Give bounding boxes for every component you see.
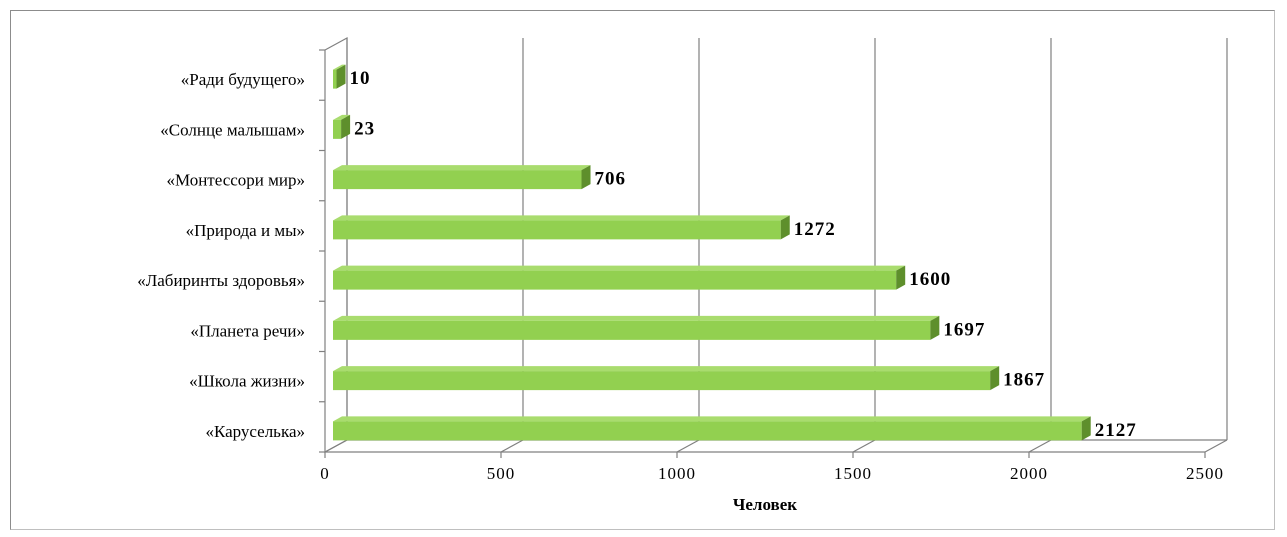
bar-front-face: [333, 69, 337, 89]
category-labels: «Каруселька» «Школа жизни» «Планета речи» «…: [137, 70, 305, 441]
value-labels: 2127 1867 1697 1600 1272 706 23 10: [350, 68, 1137, 441]
floor-gridline: [676, 439, 700, 453]
category-label: «Школа жизни»: [189, 372, 305, 391]
bar-side-face: [1081, 416, 1091, 441]
x-tick-label: 2500: [1186, 464, 1224, 483]
floor-gridline: [500, 439, 524, 453]
bar-top-face: [333, 265, 906, 271]
category-label: «Природа и мы»: [186, 221, 305, 240]
category-label: «Ради будущего»: [181, 70, 305, 89]
value-label: 1272: [794, 219, 836, 240]
category-label: «Лабиринты здоровья»: [137, 271, 305, 290]
bar-top-face: [333, 416, 1091, 422]
bar-top-face: [333, 64, 346, 70]
bar: [333, 165, 591, 190]
bar: [333, 366, 1000, 391]
bar: [333, 114, 351, 139]
bar-side-face: [780, 215, 790, 240]
bar-side-face: [930, 315, 940, 340]
bar-top-face: [333, 165, 591, 171]
x-tick-label: 500: [487, 464, 516, 483]
bar: [333, 64, 346, 89]
bar-front-face: [333, 220, 781, 240]
bars: [333, 64, 1091, 441]
value-label: 1697: [943, 319, 985, 340]
bar-side-face: [990, 366, 1000, 391]
floor-gridline: [1204, 439, 1228, 453]
floor-gridline: [1028, 439, 1052, 453]
value-label: 10: [350, 68, 371, 89]
bar-side-face: [336, 64, 346, 89]
x-axis-title: Человек: [733, 495, 797, 514]
value-label: 2127: [1095, 420, 1137, 441]
category-label: «Монтессори мир»: [167, 171, 305, 190]
bar-top-face: [333, 114, 351, 120]
bar-side-face: [341, 114, 351, 139]
category-label: «Солнце малышам»: [160, 120, 305, 139]
axes: [319, 36, 1227, 458]
bar-side-face: [581, 165, 591, 190]
x-tick-label: 1500: [834, 464, 872, 483]
value-label: 1867: [1003, 370, 1045, 391]
x-tick-label: 1000: [658, 464, 696, 483]
value-label: 1600: [909, 269, 951, 290]
value-label: 23: [354, 118, 375, 139]
bar-front-face: [333, 170, 582, 190]
floor-gridline: [852, 439, 876, 453]
bar-front-face: [333, 119, 342, 139]
category-label: «Планета речи»: [190, 321, 305, 340]
bar-front-face: [333, 421, 1082, 441]
bar-front-face: [333, 320, 931, 340]
bar-side-face: [896, 265, 906, 290]
bar-front-face: [333, 371, 991, 391]
x-tick-labels: 0 500 1000 1500 2000 2500: [320, 464, 1224, 483]
value-label: 706: [595, 169, 627, 190]
bar: [333, 215, 790, 240]
bar-top-face: [333, 366, 1000, 372]
bar-top-face: [333, 315, 940, 321]
bar: [333, 265, 906, 290]
x-tick-label: 2000: [1010, 464, 1048, 483]
category-label: «Каруселька»: [205, 422, 305, 441]
bar: [333, 315, 940, 340]
x-tick-label: 0: [320, 464, 330, 483]
bar: [333, 416, 1091, 441]
bar-top-face: [333, 215, 790, 221]
bar-front-face: [333, 270, 897, 290]
